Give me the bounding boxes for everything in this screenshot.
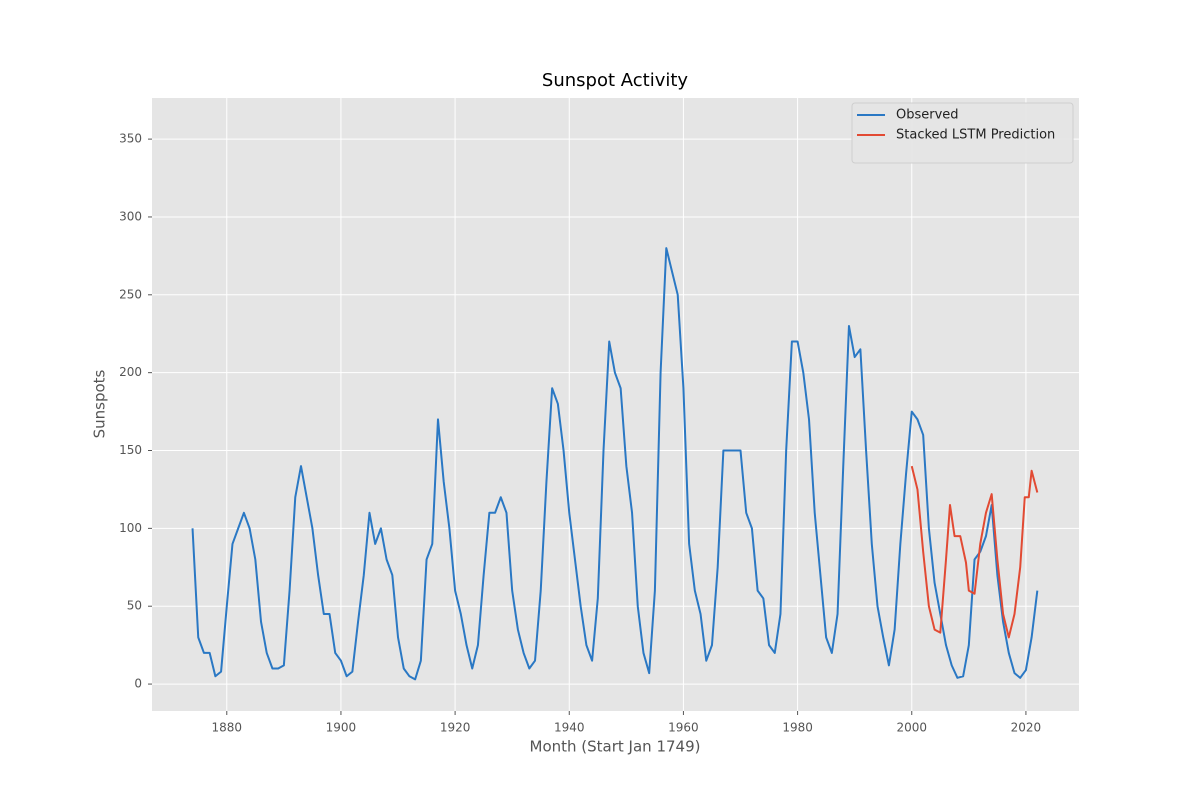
x-tick-label: 1960: [668, 721, 699, 735]
x-tick-label: 1980: [782, 721, 813, 735]
legend-label: Stacked LSTM Prediction: [896, 128, 1055, 143]
y-axis-label: Sunspots: [91, 369, 109, 438]
y-tick-label: 300: [119, 209, 142, 223]
x-tick-label: 1940: [554, 721, 585, 735]
x-tick-label: 1880: [212, 721, 243, 735]
x-tick-label: 2020: [1011, 721, 1042, 735]
x-axis-label: Month (Start Jan 1749): [530, 738, 701, 756]
y-tick-label: 200: [119, 365, 142, 379]
y-tick-label: 50: [127, 599, 142, 613]
legend-box: [851, 102, 1074, 164]
y-tick-label: 100: [119, 521, 142, 535]
y-tick-label: 350: [119, 132, 142, 146]
y-tick-label: 0: [134, 677, 142, 691]
data-line: [910, 465, 1039, 639]
legend-label: Observed: [896, 108, 959, 123]
plot-area: [152, 98, 1079, 711]
data-line: [191, 247, 1039, 681]
x-tick-label: 2000: [896, 721, 927, 735]
y-tick-label: 150: [119, 443, 142, 457]
x-tick-label: 1920: [440, 721, 471, 735]
y-tick-label: 250: [119, 287, 142, 301]
chart-title: Sunspot Activity: [542, 70, 689, 91]
x-tick-label: 1900: [326, 721, 357, 735]
